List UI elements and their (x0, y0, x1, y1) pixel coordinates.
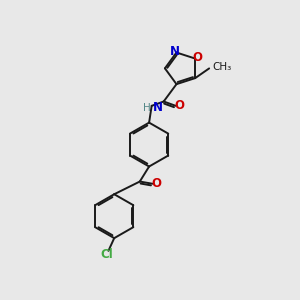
Text: O: O (192, 51, 202, 64)
Text: Cl: Cl (100, 248, 113, 261)
Text: CH₃: CH₃ (212, 62, 231, 72)
Text: O: O (174, 99, 184, 112)
Text: N: N (153, 101, 163, 114)
Text: H: H (142, 103, 150, 113)
Text: N: N (169, 45, 180, 58)
Text: O: O (151, 177, 161, 190)
